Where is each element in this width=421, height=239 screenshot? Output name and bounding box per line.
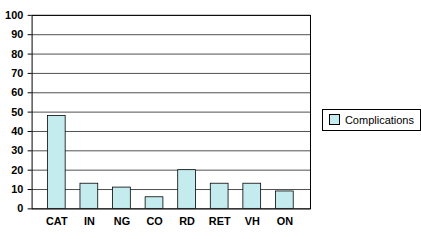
svg-text:100: 100 [5,9,23,21]
svg-text:VH: VH [245,215,260,227]
svg-text:NG: NG [114,215,130,227]
svg-text:80: 80 [11,48,23,60]
svg-text:70: 70 [11,67,23,79]
svg-text:CO: CO [146,215,162,227]
svg-text:10: 10 [11,183,23,195]
svg-text:RD: RD [179,215,195,227]
svg-text:50: 50 [11,106,23,118]
svg-text:ON: ON [277,215,293,227]
svg-text:40: 40 [11,125,23,137]
svg-text:CAT: CAT [46,215,68,227]
svg-text:30: 30 [11,144,23,156]
svg-text:0: 0 [17,202,23,214]
svg-text:20: 20 [11,164,23,176]
html-text:Complications: Complications [344,113,414,126]
svg-text:90: 90 [11,28,23,40]
svg-text:IN: IN [84,215,95,227]
svg-text:RET: RET [209,215,231,227]
svg-text:60: 60 [11,86,23,98]
